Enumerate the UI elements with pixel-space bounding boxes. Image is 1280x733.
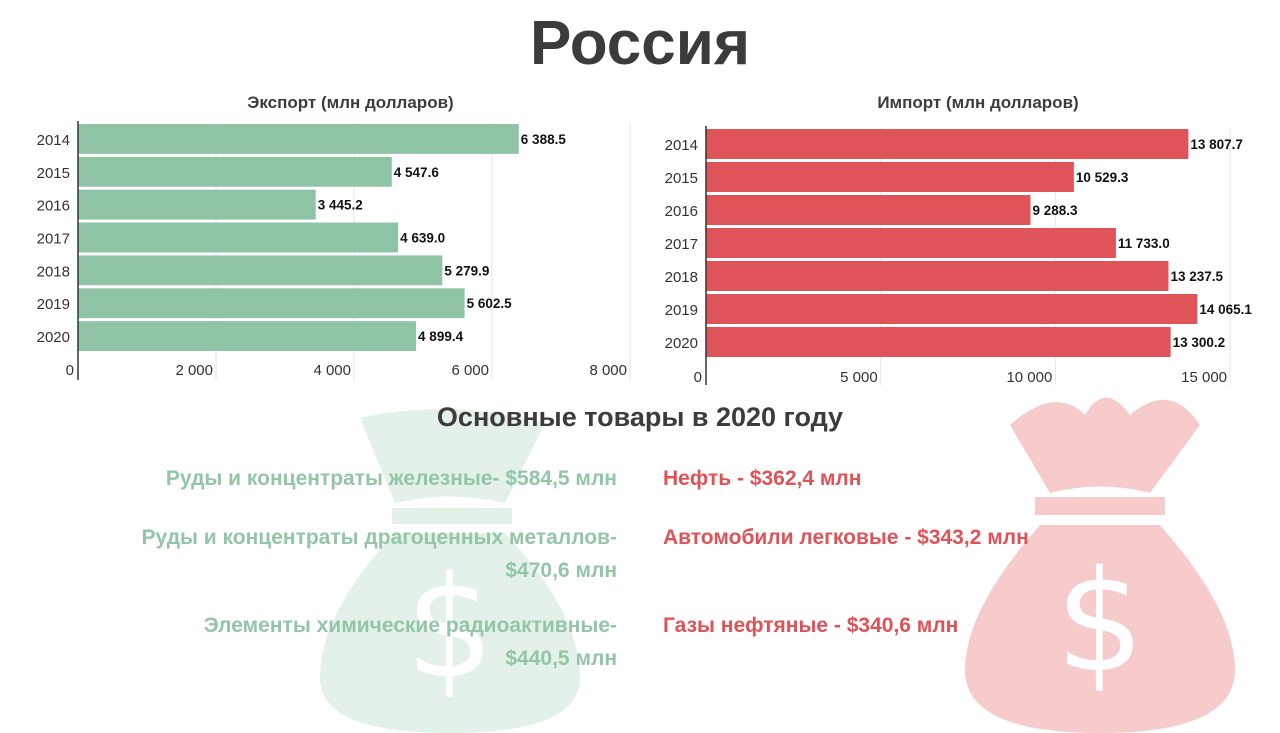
import-bar xyxy=(706,294,1198,324)
import-value-label: 13 300.2 xyxy=(1173,335,1226,350)
goods-title: Основные товары в 2020 году xyxy=(436,402,844,432)
import-good-2: Автомобили легковые - $343,2 млн xyxy=(663,526,1029,549)
export-x-tick-label: 4 000 xyxy=(313,362,351,379)
import-year-label: 2016 xyxy=(665,203,698,220)
import-x-tick-label: 5 000 xyxy=(840,369,878,386)
import-value-label: 11 733.0 xyxy=(1118,236,1170,251)
import-value-label: 13 807.7 xyxy=(1190,137,1243,152)
export-bar xyxy=(78,222,399,253)
import-value-label: 14 065.1 xyxy=(1199,302,1252,317)
import-bar xyxy=(706,162,1074,192)
export-year-label: 2016 xyxy=(37,198,70,215)
export-good-3: Элементы химические радиоактивные- $440,… xyxy=(0,609,617,675)
export-good-2-line1: Руды и концентраты драгоценных металлов- xyxy=(141,526,617,549)
import-bar-chart: 13 807.7 2014 10 529.3 2015 9 288.3 2016 11 73… xyxy=(665,126,1252,386)
import-x-tick-label: 15 000 xyxy=(1181,369,1227,386)
export-good-3-line1: Элементы химические радиоактивные- xyxy=(203,614,617,637)
money-bag-icon: $ xyxy=(965,397,1235,733)
import-value-label: 13 237.5 xyxy=(1170,269,1223,284)
import-bar xyxy=(706,261,1169,291)
export-year-label: 2020 xyxy=(37,329,70,346)
export-year-label: 2018 xyxy=(37,263,70,280)
export-bar xyxy=(78,255,443,286)
import-value-label: 10 529.3 xyxy=(1076,170,1129,185)
export-good-1: Руды и концентраты железные- $584,5 млн xyxy=(0,462,617,495)
money-bag-icon: $ xyxy=(320,409,580,733)
export-value-label: 5 602.5 xyxy=(467,296,513,311)
dollar-glyph: $ xyxy=(1055,541,1144,704)
import-year-label: 2014 xyxy=(665,137,698,154)
import-bar xyxy=(706,195,1031,225)
import-bar xyxy=(706,327,1171,357)
export-bar xyxy=(78,321,417,351)
export-good-2: Руды и концентраты драгоценных металлов-… xyxy=(0,521,617,587)
export-value-label: 6 388.5 xyxy=(521,132,567,147)
export-bar xyxy=(78,124,519,154)
export-value-label: 4 547.6 xyxy=(394,165,440,180)
import-x-tick-label: 10 000 xyxy=(1006,369,1052,386)
export-value-label: 4 639.0 xyxy=(400,231,445,246)
export-bar xyxy=(78,156,392,187)
import-bar xyxy=(706,228,1116,258)
export-x-tick-label: 2 000 xyxy=(175,362,213,379)
import-year-label: 2015 xyxy=(665,170,698,187)
export-value-label: 5 279.9 xyxy=(444,263,489,278)
import-year-label: 2020 xyxy=(665,335,698,352)
export-bar xyxy=(78,189,316,220)
import-bar xyxy=(706,129,1189,159)
import-value-label: 9 288.3 xyxy=(1032,203,1078,218)
import-chart-title: Импорт (млн долларов) xyxy=(877,93,1079,112)
import-good-3: Газы нефтяные - $340,6 млн xyxy=(663,614,959,637)
export-bar-chart: 6 388.5 2014 4 547.6 2015 3 445.2 2016 4 639.0… xyxy=(37,121,631,380)
export-good-2-line2: $470,6 млн xyxy=(505,559,617,582)
import-year-label: 2018 xyxy=(665,269,698,286)
export-x-tick-label: 6 000 xyxy=(451,362,489,379)
export-year-label: 2017 xyxy=(37,231,70,248)
dollar-glyph: $ xyxy=(405,547,494,710)
export-x-tick-label: 0 xyxy=(66,362,74,379)
export-value-label: 3 445.2 xyxy=(318,198,363,213)
export-year-label: 2015 xyxy=(37,165,70,182)
export-year-label: 2014 xyxy=(37,132,70,149)
page-title: Россия xyxy=(529,9,751,78)
import-x-tick-label: 0 xyxy=(694,369,702,386)
import-good-1: Нефть - $362,4 млн xyxy=(663,467,862,490)
export-year-label: 2019 xyxy=(37,296,70,313)
export-x-tick-label: 8 000 xyxy=(589,362,627,379)
export-chart-title: Экспорт (млн долларов) xyxy=(247,93,454,112)
export-good-1-line1: Руды и концентраты железные- $584,5 млн xyxy=(165,467,617,490)
export-value-label: 4 899.4 xyxy=(418,329,464,344)
import-year-label: 2017 xyxy=(665,236,698,253)
import-year-label: 2019 xyxy=(665,302,698,319)
export-bar xyxy=(78,288,465,319)
export-good-3-line2: $440,5 млн xyxy=(505,647,617,670)
